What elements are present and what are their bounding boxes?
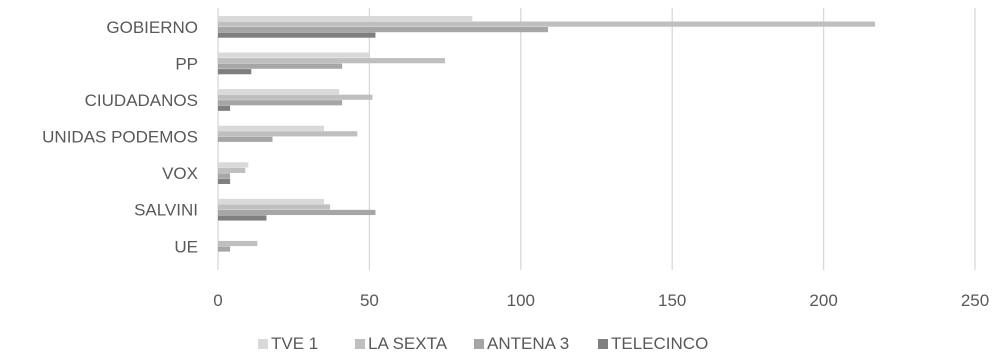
legend: TVE 1 LA SEXTA ANTENA 3 TELECINCO (258, 334, 708, 353)
gridlines (217, 8, 976, 270)
bar (218, 94, 373, 100)
legend-swatch (474, 339, 484, 349)
legend-label: TVE 1 (271, 334, 318, 353)
bar (218, 21, 876, 27)
bar (218, 162, 249, 168)
bar (218, 100, 343, 106)
bar (218, 16, 473, 22)
bar (218, 240, 258, 247)
legend-swatch (258, 339, 268, 349)
category-label: SALVINI (134, 201, 198, 220)
category-label: PP (175, 54, 198, 73)
bar (218, 89, 340, 95)
x-tick-label: 0 (213, 291, 222, 310)
legend-swatch (355, 339, 365, 349)
x-tick-label: 100 (507, 291, 535, 310)
legend-label: LA SEXTA (368, 334, 448, 353)
bar (218, 198, 324, 205)
bar (218, 52, 370, 58)
x-tick-label: 50 (360, 291, 379, 310)
category-label: GOBIERNO (106, 18, 198, 37)
bar (218, 58, 446, 64)
bar (218, 69, 252, 75)
bar (218, 167, 246, 173)
category-axis: GOBIERNO PP CIUDADANOS UNIDAS PODEMOS VOX SAL… (42, 18, 198, 256)
bar (218, 136, 273, 142)
category-label: VOX (162, 164, 198, 183)
category-label: UNIDAS PODEMOS (42, 128, 198, 147)
bar (218, 173, 231, 179)
bar (218, 32, 376, 38)
bar (218, 246, 231, 252)
bar (218, 131, 358, 137)
bar (218, 27, 549, 33)
bar (218, 125, 324, 131)
bar (218, 204, 331, 210)
legend-label: TELECINCO (611, 334, 708, 353)
x-tick-label: 200 (809, 291, 837, 310)
legend-label: ANTENA 3 (487, 334, 569, 353)
x-tick-label: 150 (658, 291, 686, 310)
bar (218, 209, 376, 216)
x-tick-label: 250 (961, 291, 989, 310)
bar (218, 178, 231, 184)
bar (218, 215, 267, 221)
category-label: CIUDADANOS (85, 91, 198, 110)
bars (218, 16, 876, 252)
category-label: UE (174, 237, 198, 256)
bar (218, 63, 343, 69)
legend-swatch (598, 339, 608, 349)
value-axis: 0 50 100 150 200 250 (213, 291, 989, 310)
bar (218, 105, 231, 111)
